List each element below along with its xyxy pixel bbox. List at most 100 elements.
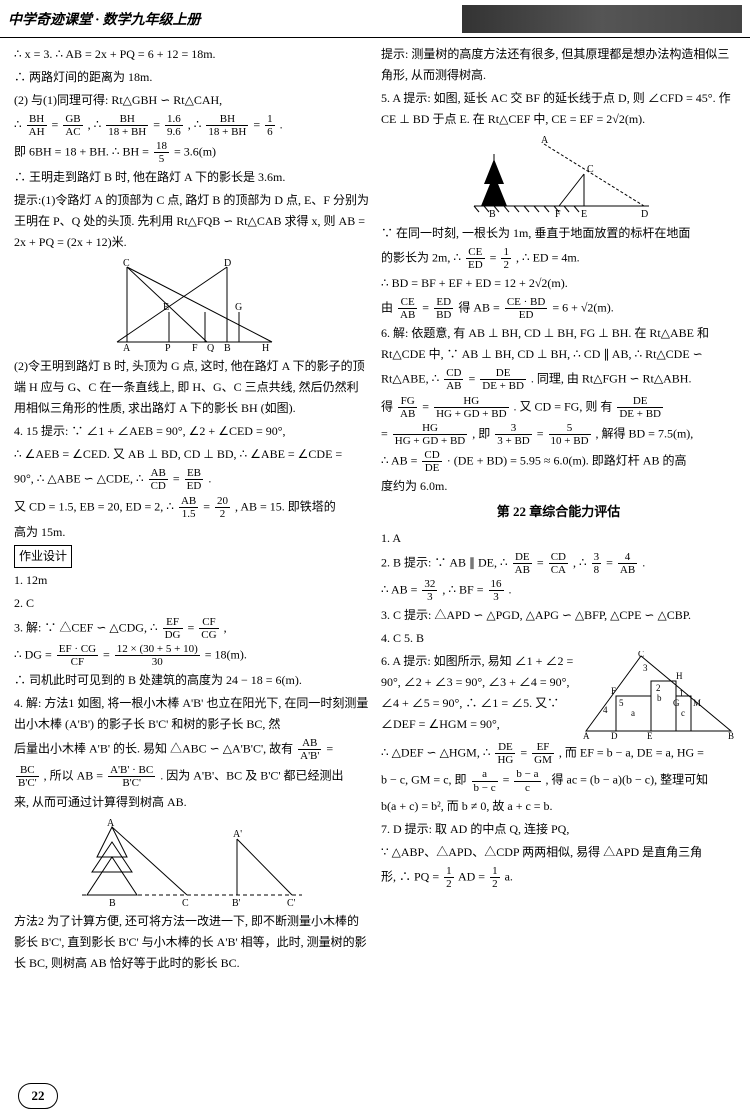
d: ED	[185, 480, 204, 492]
right-column: 提示: 测量树的高度方法还有很多, 但其原理都是想办法构造相似三角形, 从而测得…	[375, 44, 742, 1078]
text-line: 4. 解: 方法1 如图, 将一根小木棒 A'B' 也立在阳光下, 在同一时刻测…	[14, 693, 369, 735]
svg-text:C: C	[182, 898, 189, 907]
d: AB	[513, 564, 532, 576]
text-line: (2) 与(1)同理可得: Rt△GBH ∽ Rt△CAH,	[14, 90, 369, 111]
d: 2	[444, 878, 454, 890]
t: · (DE + BD) = 5.95 ≈ 6.0(m). 即路灯杆 AB 的高	[447, 453, 687, 467]
text-line: ∴ AB = 323 , ∴ BF = 163 .	[381, 578, 736, 603]
t: =	[537, 555, 547, 569]
n: A'B' · BC	[108, 764, 155, 777]
text-line: 方法2 为了计算方便, 还可将方法一改进一下, 即不断测量小木棒的影长 B'C'…	[14, 911, 369, 974]
d: 2	[501, 259, 511, 271]
text-line: 2. C	[14, 593, 369, 614]
text-line: ∴ 两路灯间的距离为 18m.	[14, 67, 369, 88]
t: , AB = 15. 即铁塔的	[235, 499, 336, 513]
text-line: 后量出小木棒 A'B' 的长. 易知 △ABC ∽ △A'B'C', 故有 AB…	[14, 737, 369, 762]
n: CD	[422, 449, 441, 462]
n: 20	[215, 495, 230, 508]
n: CD	[549, 551, 568, 564]
svg-text:F: F	[192, 343, 198, 352]
text-line: 的影长为 2m, ∴ CEED = 12 , ∴ ED = 4m.	[381, 246, 736, 271]
svg-text:E: E	[163, 302, 169, 313]
d: 9.6	[165, 126, 183, 138]
n: DE	[513, 551, 532, 564]
t: =	[326, 741, 333, 755]
t: , ∴ ED = 4m.	[516, 250, 580, 264]
n: HG	[434, 395, 508, 408]
d: 8	[592, 564, 602, 576]
figure-tree-stick: A B C A' B' C'	[14, 817, 369, 907]
d: DE + BD	[480, 380, 526, 392]
text-line: 度约为 6.0m.	[381, 476, 736, 497]
text-line: ∴ BD = BF + EF + ED = 12 + 2√2(m).	[381, 273, 736, 294]
t: , 解得 BD = 7.5(m),	[596, 426, 694, 440]
text-line: ∴ DG = EF · CGCF = 12 × (30 + 5 + 10)30 …	[14, 643, 369, 668]
text-line: 由 CEAB = EDBD 得 AB = CE · BDED = 6 + √2(…	[381, 296, 736, 321]
d: 3	[422, 591, 437, 603]
t: .	[642, 555, 645, 569]
d: CF	[57, 656, 98, 668]
svg-text:1: 1	[679, 688, 684, 698]
text-line: 提示: 测量树的高度方法还有很多, 但其原理都是想办法构造相似三角形, 从而测得…	[381, 44, 736, 86]
svg-text:D: D	[611, 731, 618, 741]
t: 后量出小木棒 A'B' 的长. 易知 △ABC ∽ △A'B'C', 故有	[14, 741, 296, 755]
text-line: ∴ AB = CDDE · (DE + BD) = 5.95 ≈ 6.0(m).…	[381, 449, 736, 474]
svg-text:P: P	[165, 343, 171, 352]
text-line: = HGHG + GD + BD , 即 33 + BD = 510 + BD …	[381, 422, 736, 447]
d: 1.5	[179, 508, 198, 520]
text-line: 7. D 提示: 取 AD 的中点 Q, 连接 PQ,	[381, 819, 736, 840]
t: =	[520, 746, 530, 760]
t: a.	[505, 869, 513, 883]
svg-text:b: b	[657, 693, 662, 703]
svg-text:A: A	[107, 818, 115, 829]
d: c	[514, 782, 540, 794]
d: b − c	[472, 782, 498, 794]
d: A'B'	[298, 750, 321, 762]
text-line: ∵ 在同一时刻, 一根长为 1m, 垂直于地面放置的标杆在地面	[381, 223, 736, 244]
d: 5	[154, 153, 169, 165]
content-area: ∴ x = 3. ∴ AB = 2x + PQ = 6 + 12 = 18m. …	[0, 38, 750, 1078]
t: 由	[381, 301, 396, 315]
text-line: Rt△ABE, ∴ CDAB = DEDE + BD . 同理, 由 Rt△FG…	[381, 367, 736, 392]
t: =	[503, 773, 513, 787]
t: ∴ AB =	[381, 453, 420, 467]
t: =	[381, 426, 391, 440]
d: AC	[63, 126, 82, 138]
d: HG + GD + BD	[393, 435, 467, 447]
n: b − a	[514, 768, 540, 781]
t: = 3.6(m)	[174, 145, 216, 159]
n: 4	[618, 551, 637, 564]
n: BC	[16, 764, 39, 777]
lamps-diagram-icon: A P F Q B H C D E G	[107, 257, 277, 352]
text-line: ∴ 司机此时可见到的 B 处建筑的高度为 24 − 18 = 6(m).	[14, 670, 369, 691]
svg-text:2: 2	[656, 683, 661, 693]
svg-text:5: 5	[619, 698, 624, 708]
text-line: 1. 12m	[14, 570, 369, 591]
text-line: 2. B 提示: ∵ AB ∥ DE, ∴ DEAB = CDCA , ∴ 38…	[381, 551, 736, 576]
n: 12 × (30 + 5 + 10)	[115, 643, 200, 656]
text-line: ∵ △ABP、△APD、△CDP 两两相似, 易得 △APD 是直角三角	[381, 842, 736, 863]
svg-text:B: B	[489, 209, 496, 219]
d: 10 + BD	[549, 435, 591, 447]
svg-text:B: B	[728, 731, 734, 741]
svg-text:B: B	[109, 898, 116, 907]
text-line: 3. C 提示: △APD ∽ △PGD, △APG ∽ △BFP, △CPE …	[381, 605, 736, 626]
n: a	[472, 768, 498, 781]
svg-text:a: a	[631, 708, 635, 718]
text-line: 即 6BH = 18 + BH. ∴ BH = 185 = 3.6(m)	[14, 140, 369, 165]
n: EF · CG	[57, 643, 98, 656]
svg-text:A: A	[541, 135, 549, 146]
d: DE	[422, 462, 441, 474]
d: ED	[505, 309, 548, 321]
svg-text:F: F	[555, 209, 561, 219]
svg-text:C: C	[587, 164, 594, 175]
text-line: 4. 15 提示: ∵ ∠1 + ∠AEB = 90°, ∠2 + ∠CED =…	[14, 421, 369, 442]
header-title: 中学奇迹课堂 · 数学九年级上册	[8, 9, 201, 29]
t: 形, ∴ PQ =	[381, 869, 442, 883]
svg-text:C: C	[638, 651, 644, 659]
d: 3	[489, 591, 504, 603]
d: AH	[27, 126, 47, 138]
svg-text:H: H	[676, 671, 683, 681]
d: B'C'	[16, 777, 39, 789]
t: 2. B 提示: ∵ AB ∥ DE, ∴	[381, 555, 511, 569]
